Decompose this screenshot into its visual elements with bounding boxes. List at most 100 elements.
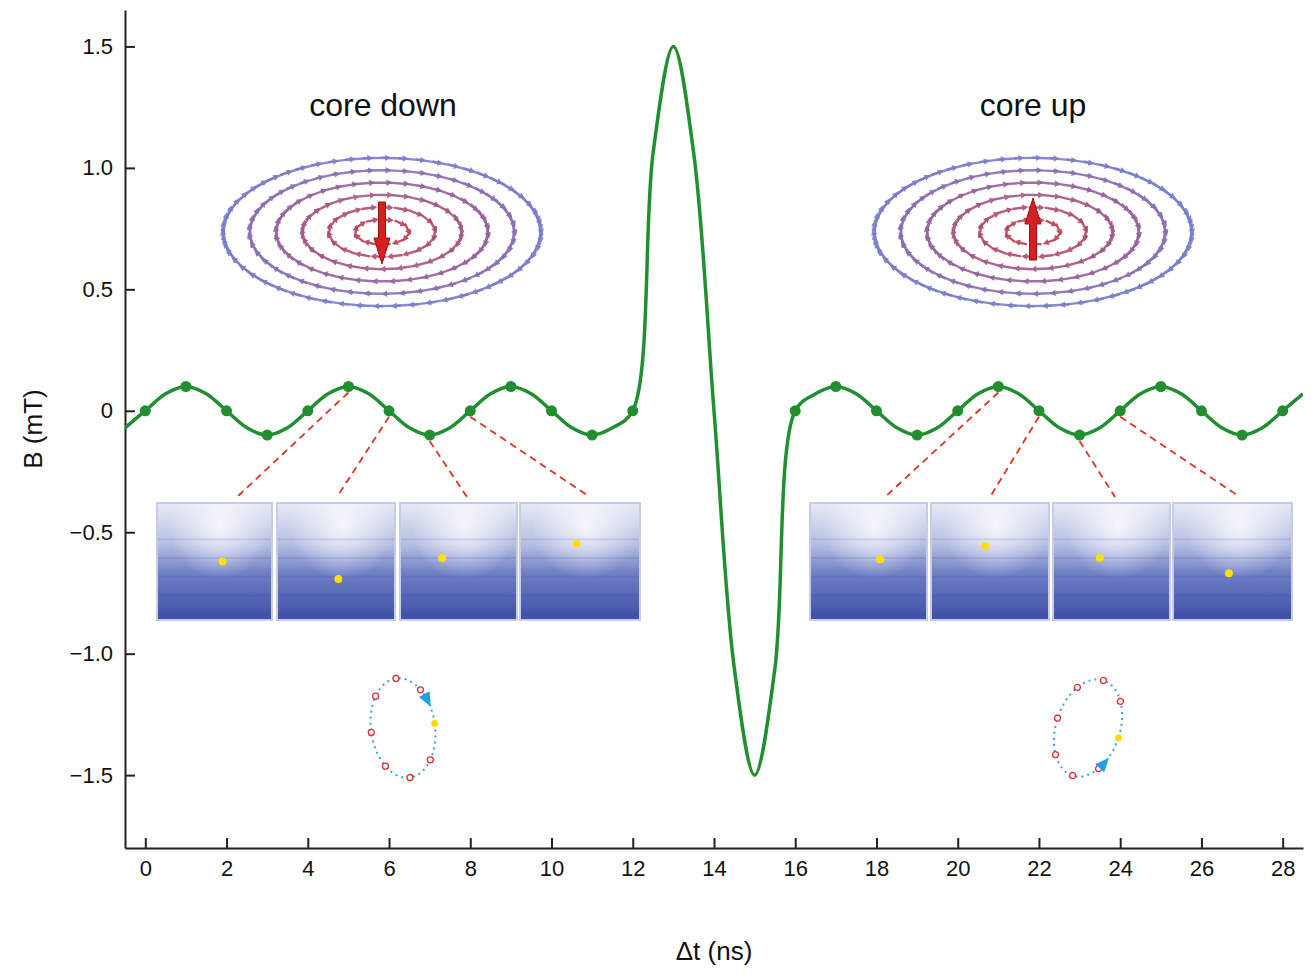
image-texture: [810, 576, 927, 578]
x-tick: 12: [621, 838, 645, 881]
data-point: [343, 381, 354, 392]
orbit-current: [431, 720, 439, 728]
x-tick: 2: [221, 838, 233, 881]
image-background: [1053, 503, 1170, 620]
image-texture: [520, 538, 640, 540]
y-tick: −0.5: [70, 520, 135, 545]
data-line: [125, 46, 1303, 775]
vortex-arrow: [441, 293, 469, 303]
image-panel: [400, 503, 517, 620]
image-background: [810, 503, 927, 620]
y-axis-line: [125, 11, 127, 849]
vortex-arrow: [346, 207, 362, 214]
x-tick-label: 28: [1271, 856, 1295, 881]
y-tick-mark: [125, 532, 135, 534]
core-position: [438, 554, 446, 562]
image-texture: [520, 613, 640, 615]
orbit-point: [393, 675, 400, 682]
image-texture: [400, 557, 517, 559]
vortex-arrow: [379, 266, 398, 272]
image-texture: [931, 538, 1049, 540]
image-highlight: [1173, 503, 1292, 620]
image-border: [1173, 503, 1292, 620]
vortex-arrow: [432, 160, 460, 169]
x-tick-label: 14: [702, 856, 726, 881]
x-tick-mark: [876, 838, 878, 848]
vortex-arrow: [1015, 290, 1040, 296]
x-tick-label: 18: [865, 856, 889, 881]
core-position: [572, 540, 580, 548]
image-texture: [1173, 557, 1292, 559]
leader-line: [990, 417, 1039, 497]
leader-line: [470, 417, 590, 497]
orbit-point: [1052, 751, 1060, 759]
image-texture: [931, 594, 1049, 596]
image-background: [277, 503, 395, 620]
orbit-point: [1069, 772, 1077, 780]
image-texture: [1053, 557, 1170, 559]
vortex-arrow: [1013, 265, 1032, 271]
vortex-arrow: [1072, 185, 1094, 193]
vortex-arrow: [1008, 192, 1027, 198]
y-axis: −1.5−1.0−0.500.51.01.5: [70, 11, 135, 849]
core-arrow: [374, 202, 390, 264]
x-tick-label: 24: [1108, 856, 1132, 881]
x-tick: 14: [702, 838, 726, 881]
core-position: [1096, 554, 1104, 562]
vortex-arrow: [1042, 193, 1061, 199]
x-tick-mark: [145, 838, 147, 848]
x-tick-label: 12: [621, 856, 645, 881]
data-point: [262, 430, 273, 441]
x-tick: 6: [383, 838, 395, 881]
y-tick: 0: [101, 398, 135, 423]
vortex-arrow: [341, 194, 360, 201]
image-texture: [810, 538, 927, 540]
x-tick-mark: [307, 838, 309, 848]
vortex-arrow: [311, 158, 339, 166]
x-tick: 22: [1027, 838, 1051, 881]
x-tick: 16: [783, 838, 807, 881]
data-point: [1115, 405, 1126, 416]
orbit-point: [407, 774, 414, 781]
vortex-arrow: [404, 223, 411, 235]
data-point: [140, 405, 151, 416]
orbit-point: [1100, 677, 1108, 685]
data-point: [302, 405, 313, 416]
core-position: [876, 555, 884, 563]
image-texture: [1173, 613, 1292, 615]
x-tick: 4: [302, 838, 314, 881]
vortex-arrow: [1045, 206, 1061, 212]
image-background: [400, 503, 517, 620]
vortex-arrow: [304, 295, 332, 304]
x-axis: 0246810121416182022242628: [126, 838, 1304, 881]
orbit-point: [417, 686, 424, 693]
data-point: [465, 405, 476, 416]
image-texture: [931, 613, 1049, 615]
vortex-arrow: [363, 240, 376, 246]
data-point: [871, 405, 882, 416]
y-tick-mark: [125, 167, 135, 169]
image-texture: [400, 538, 517, 540]
x-tick-label: 10: [540, 856, 564, 881]
x-tick-label: 26: [1190, 856, 1214, 881]
vortex-arrow: [997, 207, 1013, 214]
vortex-arrow: [967, 171, 992, 179]
vortex-arrow: [421, 185, 443, 193]
vortex-arrow: [1083, 160, 1111, 169]
data-point: [587, 430, 598, 441]
vortex-arrow: [295, 161, 323, 171]
x-tick-mark: [714, 838, 716, 848]
vortex-arrow: [1030, 266, 1049, 272]
leader-line: [885, 392, 998, 497]
x-tick: 24: [1108, 838, 1132, 881]
vortex-arrow: [322, 271, 344, 279]
leader-line: [1120, 417, 1240, 497]
data-point: [1074, 430, 1085, 441]
image-texture: [157, 576, 272, 578]
x-tick: 18: [865, 838, 889, 881]
data-point: [1277, 405, 1288, 416]
vortex-arrow: [1077, 255, 1095, 264]
leader-line: [337, 417, 389, 497]
image-panel: [931, 503, 1049, 620]
image-texture: [277, 538, 395, 540]
